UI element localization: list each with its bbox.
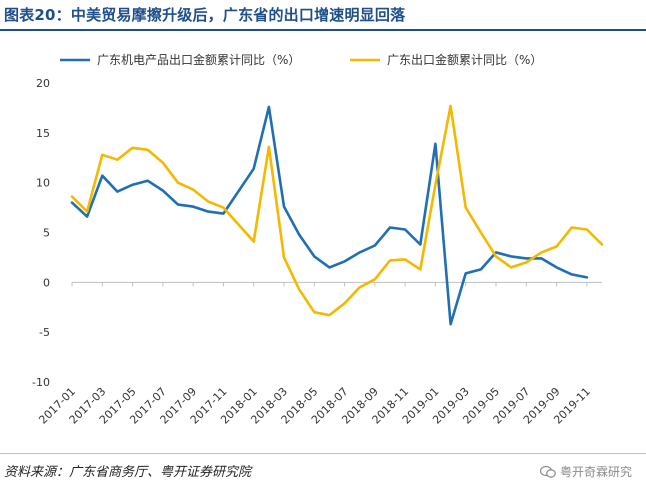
- title-underline: [0, 29, 646, 31]
- watermark-text: 粤开奇霖研究: [559, 465, 632, 479]
- legend-label-1: 广东机电产品出口金额累计同比（%）: [97, 52, 300, 67]
- line-chart: -10-5051015202017-012017-032017-052017-0…: [32, 52, 604, 427]
- y-tick-label: -5: [39, 326, 50, 339]
- y-tick-label: 5: [43, 227, 50, 240]
- source-divider: [0, 453, 646, 454]
- y-tick-label: 0: [43, 276, 50, 289]
- watermark: 粤开奇霖研究: [539, 463, 632, 480]
- series-line-1: [70, 105, 589, 326]
- legend-label-2: 广东出口金额累计同比（%）: [387, 52, 542, 67]
- y-tick-label: 10: [36, 177, 50, 190]
- y-tick-label: 20: [36, 77, 50, 90]
- y-tick-label: 15: [36, 127, 50, 140]
- y-tick-label: -10: [32, 376, 50, 389]
- wechat-icon: [539, 465, 556, 478]
- source-note: 资料来源：广东省商务厅、粤开证券研究院: [4, 465, 252, 480]
- chart-title: 图表20：中美贸易摩擦升级后，广东省的出口增速明显回落: [4, 6, 406, 24]
- series-line-2: [70, 104, 604, 317]
